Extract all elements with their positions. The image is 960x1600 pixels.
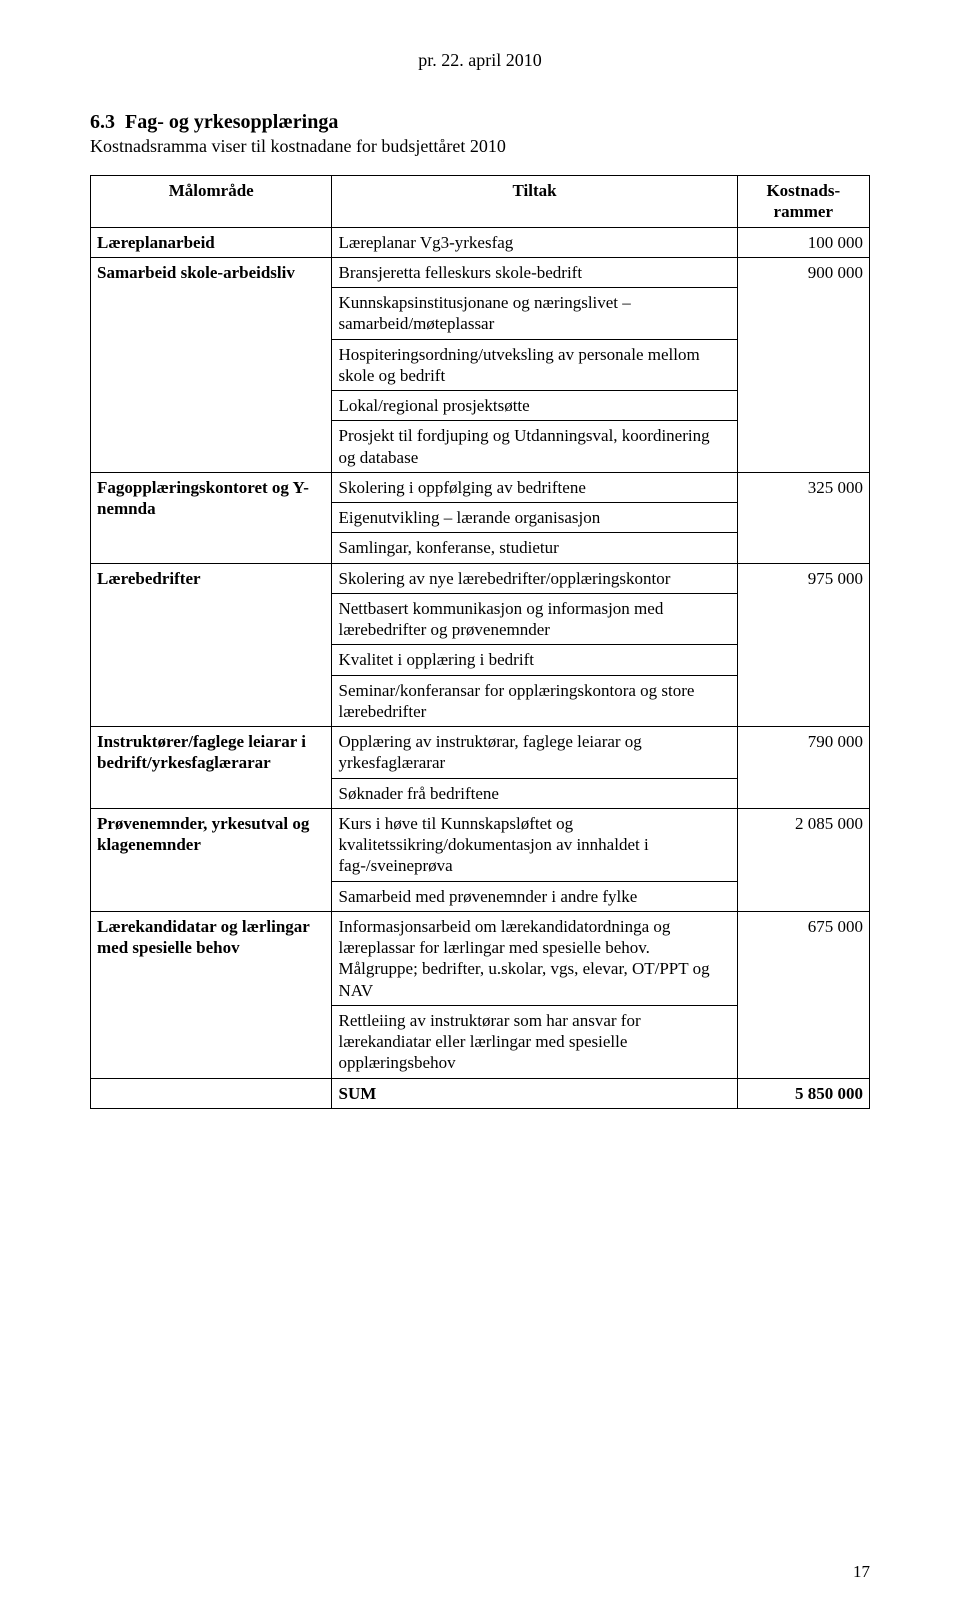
cell-area: Samarbeid skole-arbeidsliv — [91, 257, 332, 472]
page-number: 17 — [853, 1562, 870, 1582]
cell-empty — [91, 1078, 332, 1108]
table-row: Lærekandidatar og lærlingar med spesiell… — [91, 911, 870, 1005]
cell-sum-label: SUM — [332, 1078, 737, 1108]
cell-area: Lærebedrifter — [91, 563, 332, 727]
cell-tiltak: Kunnskapsinstitusjonane og næringslivet … — [332, 288, 737, 340]
cell-tiltak: Prosjekt til fordjuping og Utdanningsval… — [332, 421, 737, 473]
cell-area: Læreplanarbeid — [91, 227, 332, 257]
cell-area: Fagopplæringskontoret og Y-nemnda — [91, 472, 332, 563]
table-sum-row: SUM 5 850 000 — [91, 1078, 870, 1108]
cell-cost: 975 000 — [737, 563, 869, 727]
cell-area: Prøvenemnder, yrkesutval og klagenemnder — [91, 808, 332, 911]
cell-tiltak: Eigenutvikling – lærande organisasjon — [332, 503, 737, 533]
table-row: Fagopplæringskontoret og Y-nemnda Skoler… — [91, 472, 870, 502]
cell-sum-value: 5 850 000 — [737, 1078, 869, 1108]
cell-tiltak: Informasjonsarbeid om lærekandidatordnin… — [332, 911, 737, 1005]
cell-tiltak: Rettleiing av instruktørar som har ansva… — [332, 1005, 737, 1078]
cost-table: Målområde Tiltak Kostnads-rammer Lærepla… — [90, 175, 870, 1109]
cell-tiltak: Hospiteringsordning/utveksling av person… — [332, 339, 737, 391]
table-row: Læreplanarbeid Læreplanar Vg3-yrkesfag 1… — [91, 227, 870, 257]
col-header-cost: Kostnads-rammer — [737, 176, 869, 228]
cell-tiltak: Lokal/regional prosjektsøtte — [332, 391, 737, 421]
section-title: Fag- og yrkesopplæringa — [125, 111, 338, 133]
section-subtitle: Kostnadsramma viser til kostnadane for b… — [90, 136, 870, 157]
table-row: Lærebedrifter Skolering av nye lærebedri… — [91, 563, 870, 593]
cell-cost: 675 000 — [737, 911, 869, 1078]
table-header-row: Målområde Tiltak Kostnads-rammer — [91, 176, 870, 228]
cell-area: Instruktører/faglege leiarar i bedrift/y… — [91, 727, 332, 809]
cell-tiltak: Opplæring av instruktørar, faglege leiar… — [332, 727, 737, 779]
cell-area: Lærekandidatar og lærlingar med spesiell… — [91, 911, 332, 1078]
table-row: Samarbeid skole-arbeidsliv Bransjeretta … — [91, 257, 870, 287]
cell-cost: 325 000 — [737, 472, 869, 563]
cell-tiltak: Samlingar, konferanse, studietur — [332, 533, 737, 563]
cell-tiltak: Nettbasert kommunikasjon og informasjon … — [332, 593, 737, 645]
cell-tiltak: Skolering av nye lærebedrifter/opplæring… — [332, 563, 737, 593]
cell-tiltak: Kurs i høve til Kunnskapsløftet og kvali… — [332, 808, 737, 881]
cell-tiltak: Seminar/konferansar for opplæringskontor… — [332, 675, 737, 727]
document-date-header: pr. 22. april 2010 — [90, 50, 870, 71]
cell-cost: 790 000 — [737, 727, 869, 809]
cell-tiltak: Samarbeid med prøvenemnder i andre fylke — [332, 881, 737, 911]
table-row: Prøvenemnder, yrkesutval og klagenemnder… — [91, 808, 870, 881]
cell-cost: 100 000 — [737, 227, 869, 257]
cell-cost: 2 085 000 — [737, 808, 869, 911]
cell-cost: 900 000 — [737, 257, 869, 472]
col-header-tiltak: Tiltak — [332, 176, 737, 228]
section-number: 6.3 — [90, 111, 115, 133]
cell-tiltak: Skolering i oppfølging av bedriftene — [332, 472, 737, 502]
section-heading: 6.3 Fag- og yrkesopplæringa — [90, 111, 870, 134]
cell-tiltak: Kvalitet i opplæring i bedrift — [332, 645, 737, 675]
col-header-area: Målområde — [91, 176, 332, 228]
table-row: Instruktører/faglege leiarar i bedrift/y… — [91, 727, 870, 779]
cell-tiltak: Søknader frå bedriftene — [332, 778, 737, 808]
cell-tiltak: Læreplanar Vg3-yrkesfag — [332, 227, 737, 257]
cell-tiltak: Bransjeretta felleskurs skole-bedrift — [332, 257, 737, 287]
